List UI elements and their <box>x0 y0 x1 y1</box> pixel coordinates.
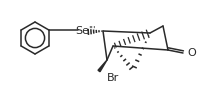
Text: Br: Br <box>107 73 119 83</box>
Text: ''': ''' <box>88 26 95 34</box>
Polygon shape <box>97 60 107 72</box>
Text: O: O <box>186 48 195 58</box>
Text: Se: Se <box>75 26 89 36</box>
